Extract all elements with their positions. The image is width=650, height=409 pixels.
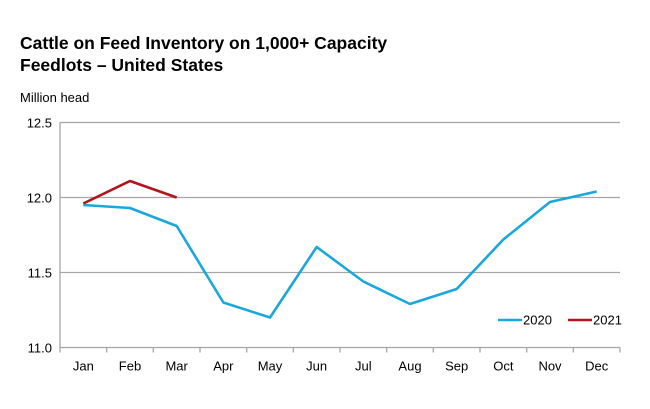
legend-label-2021: 2021 (593, 313, 622, 328)
y-axis-label: Million head (20, 90, 90, 105)
x-tick-label: Nov (538, 359, 562, 374)
series-line-2021 (82, 179, 178, 205)
legend-label-2020: 2020 (523, 313, 552, 328)
x-tick-label: Jun (306, 359, 327, 374)
x-tick-label: Jan (73, 359, 94, 374)
x-tick-label: Aug (398, 359, 421, 374)
y-tick-label: 12.0 (27, 191, 52, 206)
x-tick-label: Jul (355, 359, 372, 374)
chart-title: Cattle on Feed Inventory on 1,000+ Capac… (20, 32, 387, 76)
chart-title-line-2: Feedlots – United States (20, 55, 224, 75)
x-tick-label: Mar (165, 359, 188, 374)
series-line-2020 (83, 190, 597, 319)
x-tick-label: Feb (119, 359, 141, 374)
y-tick-label: 11.5 (28, 266, 52, 281)
x-tick-label: Dec (585, 359, 609, 374)
x-tick-label: Apr (213, 359, 234, 374)
chart-title-line-1: Cattle on Feed Inventory on 1,000+ Capac… (20, 33, 388, 53)
x-tick-label: Sep (445, 359, 468, 374)
x-tick-label: May (258, 359, 283, 374)
y-tick-label: 11.0 (28, 341, 52, 356)
x-tick-label: Oct (493, 359, 514, 374)
y-tick-label: 12.5 (27, 116, 52, 131)
